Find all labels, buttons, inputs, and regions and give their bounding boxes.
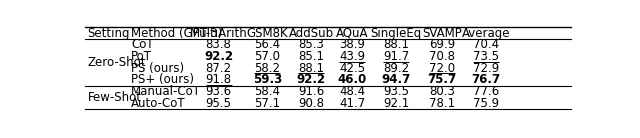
Text: 73.5: 73.5 xyxy=(473,50,499,63)
Text: GSM8K: GSM8K xyxy=(246,26,288,39)
Text: 43.9: 43.9 xyxy=(339,50,365,63)
Text: Few-Shot: Few-Shot xyxy=(88,91,141,104)
Text: 59.3: 59.3 xyxy=(253,73,282,86)
Text: 69.9: 69.9 xyxy=(429,38,455,51)
Text: PS+ (ours): PS+ (ours) xyxy=(131,73,194,86)
Text: 70.4: 70.4 xyxy=(473,38,499,51)
Text: Average: Average xyxy=(461,26,510,39)
Text: PS (ours): PS (ours) xyxy=(131,62,184,75)
Text: 72.0: 72.0 xyxy=(429,62,455,75)
Text: SVAMP: SVAMP xyxy=(422,26,462,39)
Text: MultiArith: MultiArith xyxy=(189,26,248,39)
Text: 87.2: 87.2 xyxy=(205,62,232,75)
Text: 78.1: 78.1 xyxy=(429,97,455,110)
Text: 94.7: 94.7 xyxy=(381,73,411,86)
Text: 42.5: 42.5 xyxy=(339,62,365,75)
Text: 88.1: 88.1 xyxy=(298,62,324,75)
Text: 93.6: 93.6 xyxy=(205,85,232,98)
Text: 80.3: 80.3 xyxy=(429,85,455,98)
Text: 56.4: 56.4 xyxy=(254,38,280,51)
Text: 91.6: 91.6 xyxy=(298,85,324,98)
Text: 38.9: 38.9 xyxy=(339,38,365,51)
Text: SingleEq: SingleEq xyxy=(371,26,422,39)
Text: 83.8: 83.8 xyxy=(205,38,232,51)
Text: 70.8: 70.8 xyxy=(429,50,455,63)
Text: 41.7: 41.7 xyxy=(339,97,365,110)
Text: 58.4: 58.4 xyxy=(254,85,280,98)
Text: Zero-Shot: Zero-Shot xyxy=(88,56,146,69)
Text: CoT: CoT xyxy=(131,38,154,51)
Text: 95.5: 95.5 xyxy=(205,97,232,110)
Text: Auto-CoT: Auto-CoT xyxy=(131,97,186,110)
Text: 88.1: 88.1 xyxy=(383,38,409,51)
Text: 91.8: 91.8 xyxy=(205,73,232,86)
Text: Setting: Setting xyxy=(88,26,130,39)
Text: 48.4: 48.4 xyxy=(339,85,365,98)
Text: PoT: PoT xyxy=(131,50,152,63)
Text: 89.2: 89.2 xyxy=(383,62,409,75)
Text: 77.6: 77.6 xyxy=(473,85,499,98)
Text: 72.9: 72.9 xyxy=(473,62,499,75)
Text: 92.2: 92.2 xyxy=(296,73,326,86)
Text: 85.1: 85.1 xyxy=(298,50,324,63)
Text: 75.7: 75.7 xyxy=(428,73,457,86)
Text: 75.9: 75.9 xyxy=(473,97,499,110)
Text: 85.3: 85.3 xyxy=(298,38,324,51)
Text: Method (GPT-3): Method (GPT-3) xyxy=(131,26,223,39)
Text: 46.0: 46.0 xyxy=(338,73,367,86)
Text: 91.7: 91.7 xyxy=(383,50,409,63)
Text: 57.1: 57.1 xyxy=(254,97,280,110)
Text: 93.5: 93.5 xyxy=(383,85,409,98)
Text: 92.2: 92.2 xyxy=(204,50,233,63)
Text: 90.8: 90.8 xyxy=(298,97,324,110)
Text: AddSub: AddSub xyxy=(289,26,333,39)
Text: 76.7: 76.7 xyxy=(472,73,500,86)
Text: 58.2: 58.2 xyxy=(254,62,280,75)
Text: AQuA: AQuA xyxy=(336,26,369,39)
Text: 92.1: 92.1 xyxy=(383,97,409,110)
Text: Manual-CoT: Manual-CoT xyxy=(131,85,201,98)
Text: 57.0: 57.0 xyxy=(254,50,280,63)
